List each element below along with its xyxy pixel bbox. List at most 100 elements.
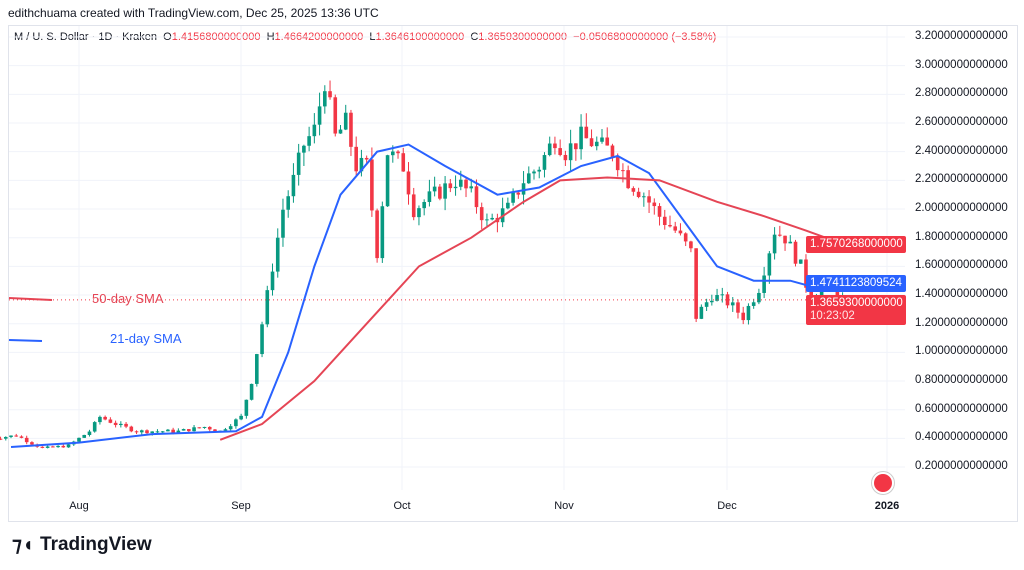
candle-body <box>103 416 107 420</box>
candle-body <box>323 91 327 107</box>
last-price-tag: 1.3659300000000 10:23:02 <box>806 295 906 325</box>
candle-body <box>715 295 719 301</box>
candle-body <box>563 154 568 161</box>
candle-body <box>506 202 510 209</box>
candle-body <box>636 191 641 198</box>
candle-body <box>757 292 761 303</box>
candle-body <box>798 259 803 264</box>
tv-logo-icon: ⁊◖ <box>12 534 35 556</box>
candle-body <box>265 290 270 325</box>
candle-body <box>150 431 155 434</box>
candle-body <box>207 426 212 430</box>
candle-body <box>762 275 766 293</box>
candle-body <box>255 354 259 384</box>
candle-body <box>338 129 343 134</box>
candle-body <box>694 248 698 319</box>
price-tick: 2.8000000000000 <box>915 87 1008 100</box>
candle-body <box>417 208 421 218</box>
candle-body <box>652 202 657 207</box>
candle-body <box>187 429 191 432</box>
candle-body <box>542 155 547 170</box>
candle-body <box>302 145 306 153</box>
candle-body <box>82 434 87 438</box>
candle-body <box>328 91 332 98</box>
candle-body <box>631 188 636 192</box>
candle-body <box>464 179 468 189</box>
price-tick: 1.0000000000000 <box>915 345 1008 358</box>
candle-body <box>485 219 489 221</box>
candle-body <box>119 423 123 426</box>
price-tick: 2.4000000000000 <box>915 144 1008 157</box>
candle-body <box>176 430 181 433</box>
candle-body <box>469 186 474 189</box>
candle-body <box>511 192 515 203</box>
candle-body <box>741 312 746 321</box>
price-tick: 0.4000000000000 <box>915 431 1008 444</box>
candle-body <box>547 143 552 156</box>
candle-body <box>443 183 447 199</box>
candle-body <box>673 226 678 231</box>
us-flag-icon[interactable] <box>872 472 894 494</box>
candle-body <box>77 437 81 442</box>
candle-body <box>291 174 296 197</box>
candle-body <box>385 155 390 207</box>
time-tick: Sep <box>231 500 251 512</box>
candle-body <box>228 426 233 430</box>
candle-body <box>615 156 620 171</box>
price-tick: 3.2000000000000 <box>915 30 1008 42</box>
legend-sma50: 50-day SMA <box>92 291 164 306</box>
sma21-line <box>10 143 843 448</box>
sma50-line <box>219 176 843 441</box>
candle-body <box>657 206 662 217</box>
candle-body <box>668 224 672 227</box>
price-tick: 3.0000000000000 <box>915 58 1008 71</box>
candle-body <box>422 201 426 209</box>
price-tick: 0.2000000000000 <box>915 460 1008 473</box>
candle-body <box>453 186 458 189</box>
sma50-price-tag: 1.7570268000000 <box>806 236 906 253</box>
candle-body <box>98 416 102 423</box>
candle-body <box>239 415 243 420</box>
candle-body <box>532 171 536 174</box>
candle-body <box>30 442 34 445</box>
candle-body <box>783 235 787 244</box>
candle-body <box>600 137 604 142</box>
candle-body <box>553 143 557 149</box>
candle-body <box>458 179 463 187</box>
candle-body <box>730 302 735 306</box>
candle-body <box>87 431 92 435</box>
candle-body <box>521 183 526 195</box>
candle-body <box>92 422 97 432</box>
candle-body <box>594 141 599 147</box>
candle-body <box>427 191 432 202</box>
candle-body <box>260 324 264 355</box>
candle-body <box>704 302 709 307</box>
candle-body <box>642 196 646 198</box>
candle-body <box>349 112 353 147</box>
price-tick: 1.8000000000000 <box>915 230 1008 243</box>
legend-sma21-line <box>8 339 43 342</box>
candle-body <box>24 437 29 443</box>
candle-body <box>166 429 170 432</box>
time-tick: 2026 <box>874 500 900 512</box>
price-tick: 2.0000000000000 <box>915 202 1008 215</box>
candle-body <box>249 383 254 400</box>
candle-body <box>490 217 494 220</box>
bar-countdown: 10:23:02 <box>810 310 855 322</box>
candle-body <box>160 431 165 433</box>
candle-body <box>343 112 348 130</box>
candle-body <box>579 126 583 150</box>
candle-body <box>767 253 772 276</box>
time-tick: Aug <box>69 500 89 512</box>
candle-body <box>281 209 285 238</box>
candle-body <box>474 186 479 208</box>
candle-body <box>778 234 782 236</box>
candle-body <box>244 399 249 416</box>
candle-body <box>19 436 24 438</box>
candle-body <box>526 173 531 184</box>
candle-body <box>568 143 573 161</box>
candle-body <box>171 429 175 433</box>
candle-body <box>270 271 275 291</box>
candle-body <box>223 429 228 431</box>
